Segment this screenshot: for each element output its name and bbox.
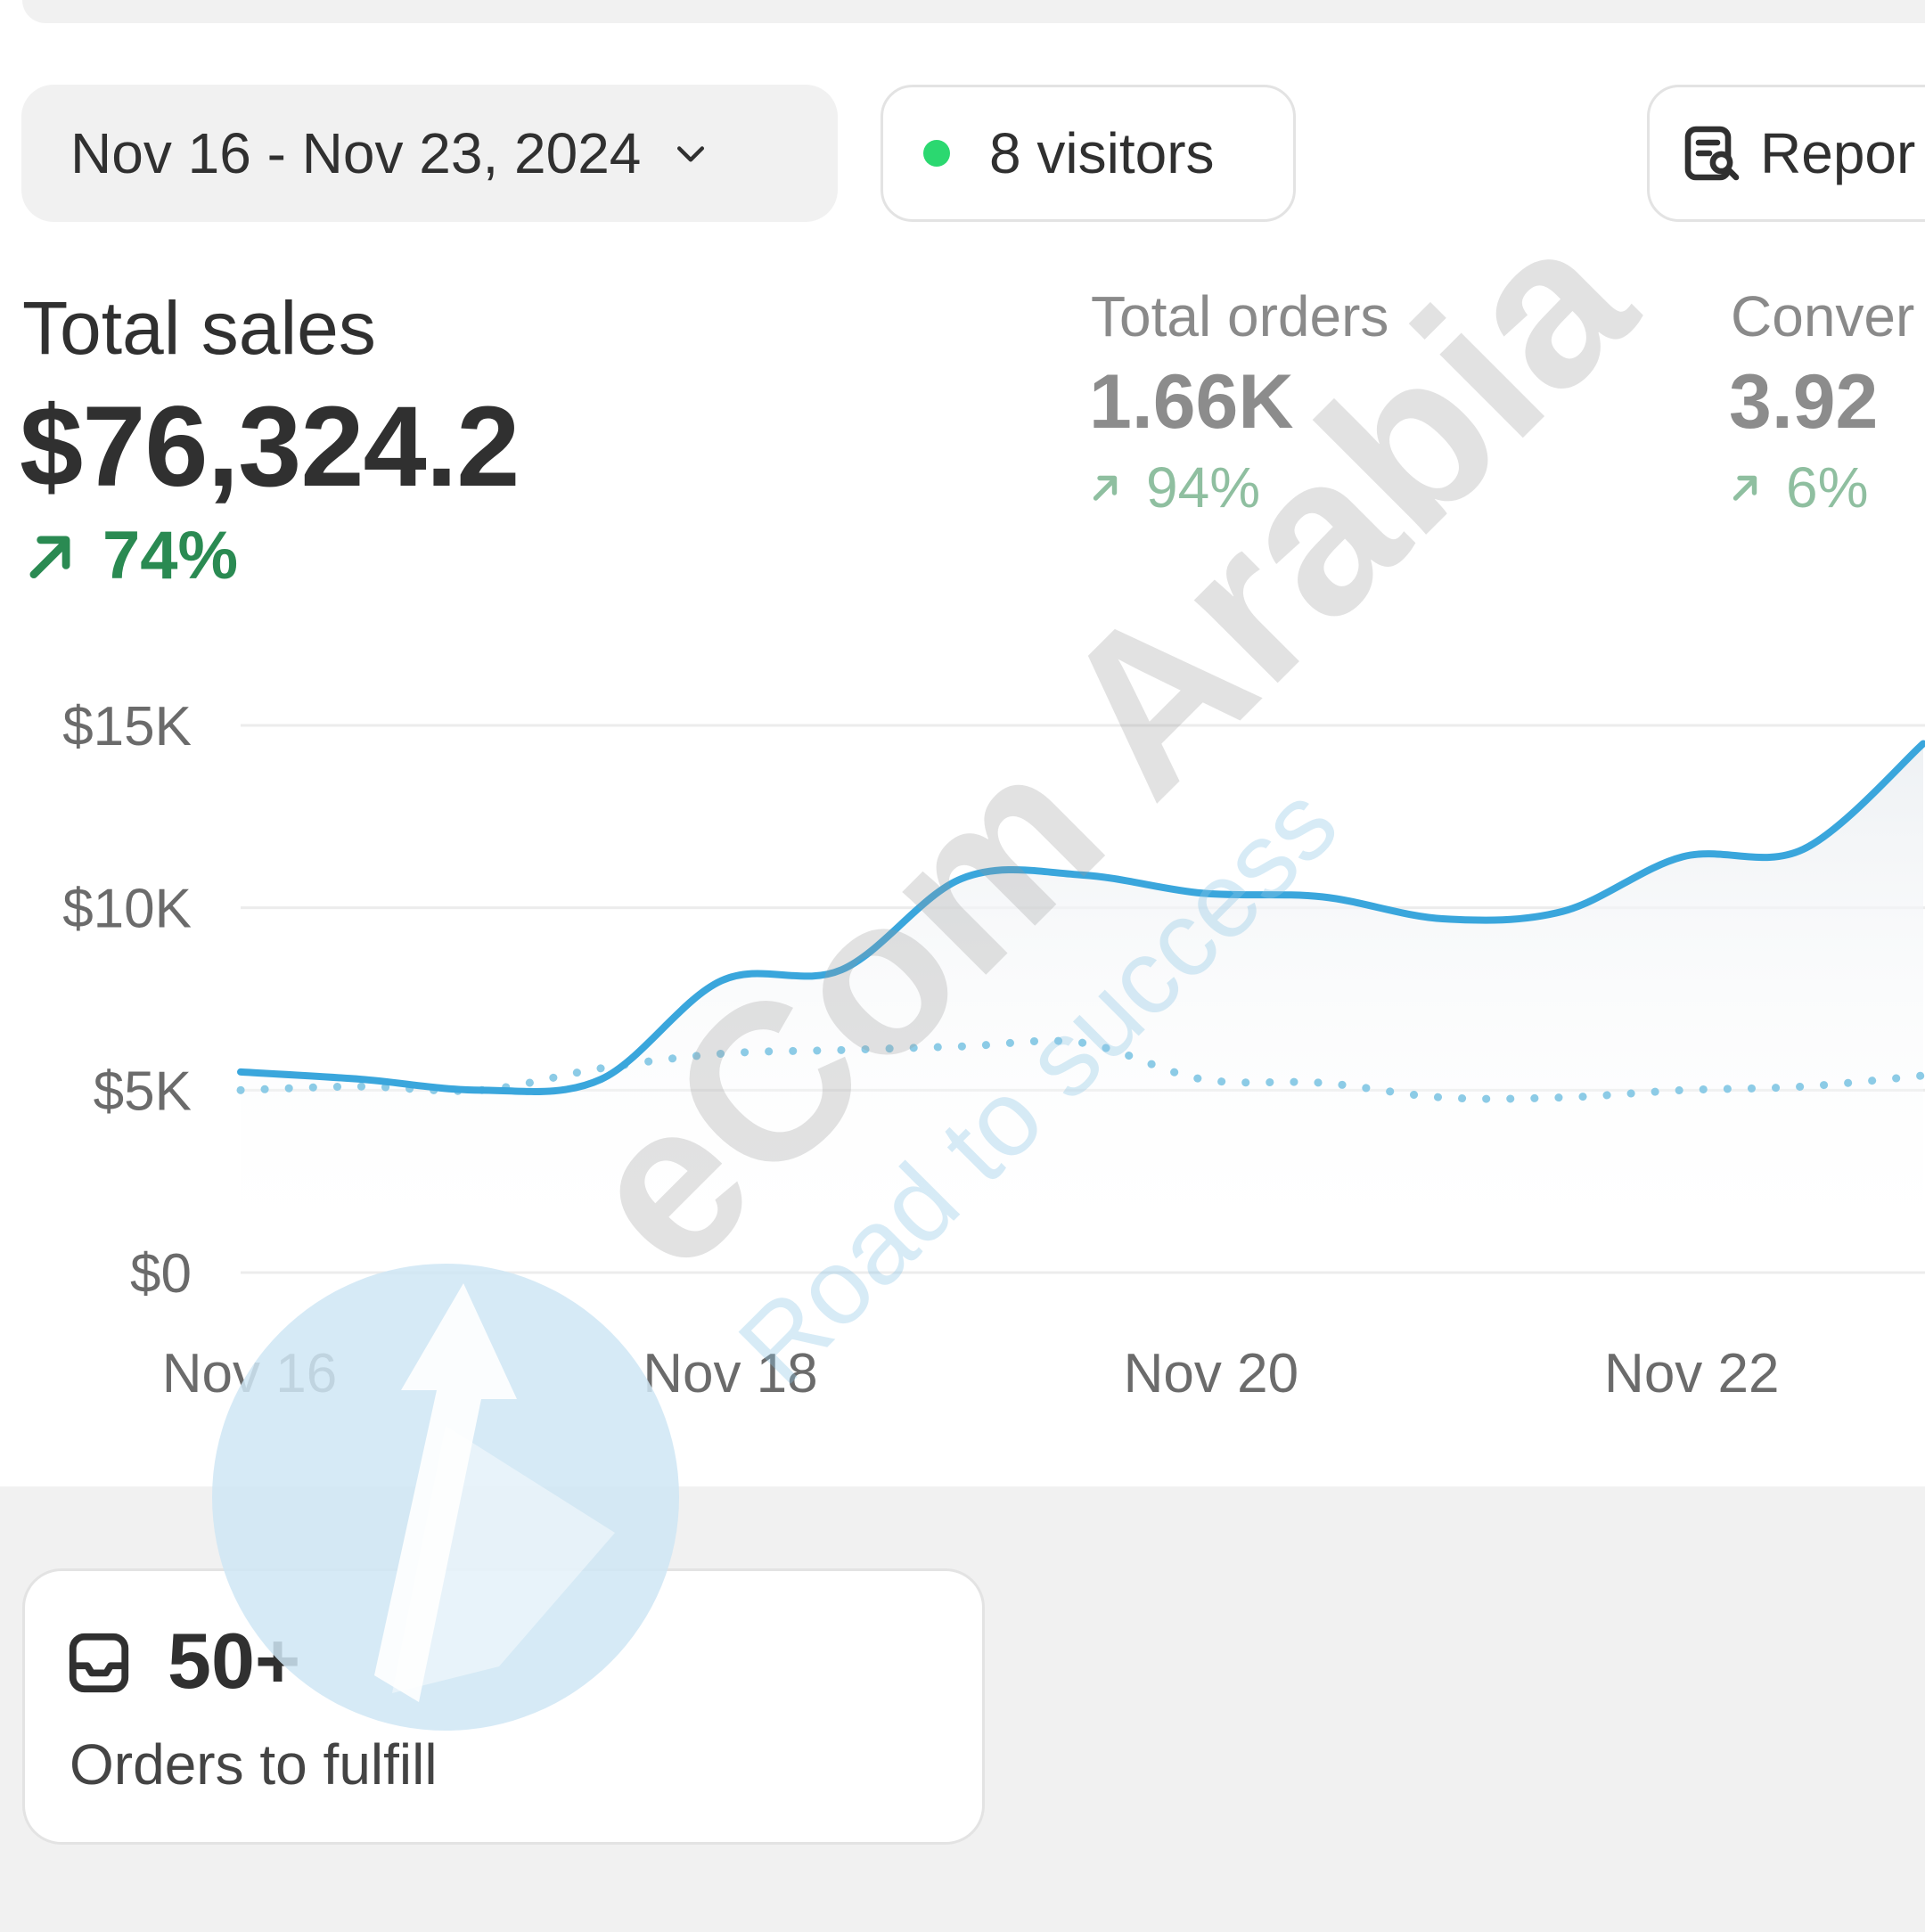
total-orders-value: 1.66K <box>1089 359 1294 445</box>
live-status-dot <box>923 140 950 167</box>
orders-to-fulfill-count: 50+ <box>168 1617 301 1705</box>
sales-line-chart[interactable]: $15K $10K $5K $0 Nov 16 Nov 18 Nov 20 Nov 22 <box>0 659 1925 1426</box>
reports-button[interactable]: Repor <box>1647 85 1925 222</box>
date-range-picker[interactable]: Nov 16 - Nov 23, 2024 <box>21 85 838 222</box>
arrow-up-right-icon <box>1732 475 1757 501</box>
total-sales-value: $76,324.2 <box>20 383 520 511</box>
visitors-label: 8 visitors <box>989 121 1215 185</box>
total-sales-title[interactable]: Total sales <box>22 286 376 370</box>
y-axis-tick-label: $0 <box>130 1243 192 1305</box>
conversion-rate-change: 6% <box>1729 454 1869 520</box>
total-orders-change-value: 94% <box>1146 455 1261 520</box>
orders-to-fulfill-label: Orders to fulfill <box>70 1732 438 1797</box>
total-orders-change: 94% <box>1089 454 1260 520</box>
x-axis-tick-label: Nov 20 <box>1124 1343 1298 1404</box>
report-search-icon <box>1684 126 1740 181</box>
inbox-icon <box>69 1633 129 1693</box>
live-visitors-button[interactable]: 8 visitors <box>881 85 1296 222</box>
x-axis-tick-label: Nov 16 <box>162 1343 337 1404</box>
x-axis-tick-label: Nov 18 <box>643 1343 817 1404</box>
arrow-up-right-icon <box>1093 475 1118 501</box>
sales-area-fill <box>241 743 1923 1273</box>
arrow-up-right-icon <box>29 536 70 578</box>
chevron-down-icon <box>677 146 705 162</box>
conversion-rate-change-value: 6% <box>1786 455 1869 520</box>
x-axis-tick-label: Nov 22 <box>1604 1343 1779 1404</box>
total-orders-title[interactable]: Total orders <box>1091 284 1389 348</box>
orders-to-fulfill-card[interactable]: 50+ Orders to fulfill <box>22 1568 985 1845</box>
top-card-edge <box>22 0 1925 23</box>
date-range-label: Nov 16 - Nov 23, 2024 <box>70 121 642 185</box>
comparison-period-line <box>236 1036 1925 1103</box>
conversion-rate-value: 3.92 <box>1729 359 1879 445</box>
y-axis-tick-label: $5K <box>94 1060 192 1122</box>
conversion-rate-title[interactable]: Conver <box>1731 284 1915 348</box>
total-sales-change: 74% <box>22 517 238 594</box>
y-axis-tick-label: $15K <box>62 696 192 757</box>
current-period-line <box>237 740 1925 1095</box>
total-sales-change-value: 74% <box>102 518 239 594</box>
y-axis-tick-label: $10K <box>62 879 192 940</box>
reports-label: Repor <box>1760 121 1916 185</box>
